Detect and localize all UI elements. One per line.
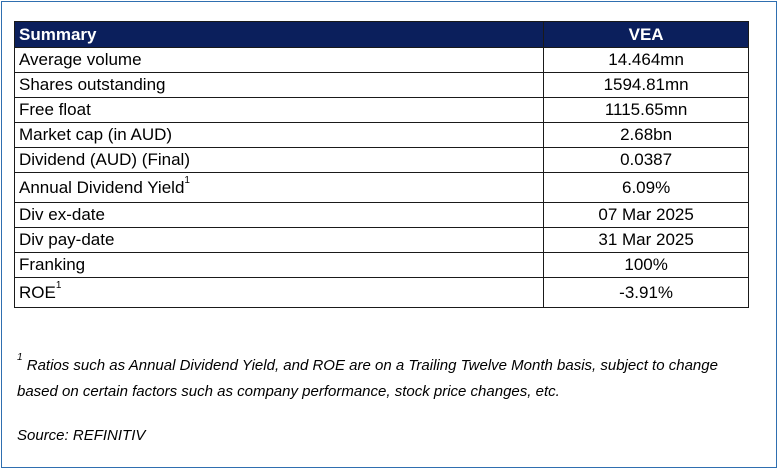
- row-value: 14.464mn: [543, 47, 749, 73]
- footnote-marker: 1: [184, 175, 190, 187]
- row-label: Average volume: [13, 47, 545, 73]
- table-row: Free float 1115.65mn: [13, 97, 749, 123]
- table-header-row: Summary VEA: [13, 21, 749, 48]
- row-value: 31 Mar 2025: [543, 227, 749, 253]
- summary-table: Summary VEA Average volume 14.464mn Shar…: [13, 21, 749, 308]
- row-label: Franking: [13, 252, 545, 278]
- row-label: Div ex-date: [13, 202, 545, 228]
- row-label: Shares outstanding: [13, 72, 545, 98]
- footnote-marker: 1: [17, 352, 23, 363]
- table-row: Market cap (in AUD) 2.68bn: [13, 122, 749, 148]
- row-label: ROE1: [13, 277, 545, 308]
- source-note: Source: REFINITIV: [17, 427, 146, 444]
- header-ticker: VEA: [543, 21, 749, 48]
- row-value: 0.0387: [543, 147, 749, 173]
- row-value: 07 Mar 2025: [543, 202, 749, 228]
- table-row: Div pay-date 31 Mar 2025: [13, 227, 749, 253]
- footnote-marker: 1: [55, 280, 62, 292]
- row-label: Free float: [13, 97, 545, 123]
- row-label: Market cap (in AUD): [13, 122, 545, 148]
- row-label: Div pay-date: [13, 227, 545, 253]
- row-value: 100%: [543, 252, 749, 278]
- footnote: 1 Ratios such as Annual Dividend Yield, …: [17, 353, 757, 405]
- table-row: Average volume 14.464mn: [13, 47, 749, 73]
- table-row: ROE1 -3.91%: [13, 277, 749, 308]
- table-row: Annual Dividend Yield1 6.09%: [13, 172, 749, 203]
- row-label: Dividend (AUD) (Final): [13, 147, 545, 173]
- row-value: -3.91%: [543, 277, 749, 308]
- footnote-text: Ratios such as Annual Dividend Yield, an…: [17, 357, 718, 400]
- header-summary: Summary: [13, 21, 545, 48]
- row-value: 1594.81mn: [543, 72, 749, 98]
- table-row: Franking 100%: [13, 252, 749, 278]
- table-row: Dividend (AUD) (Final) 0.0387: [13, 147, 749, 173]
- row-value: 1115.65mn: [543, 97, 749, 123]
- table-row: Div ex-date 07 Mar 2025: [13, 202, 749, 228]
- row-value: 2.68bn: [543, 122, 749, 148]
- table-row: Shares outstanding 1594.81mn: [13, 72, 749, 98]
- row-label: Annual Dividend Yield1: [13, 172, 545, 203]
- row-value: 6.09%: [543, 172, 749, 203]
